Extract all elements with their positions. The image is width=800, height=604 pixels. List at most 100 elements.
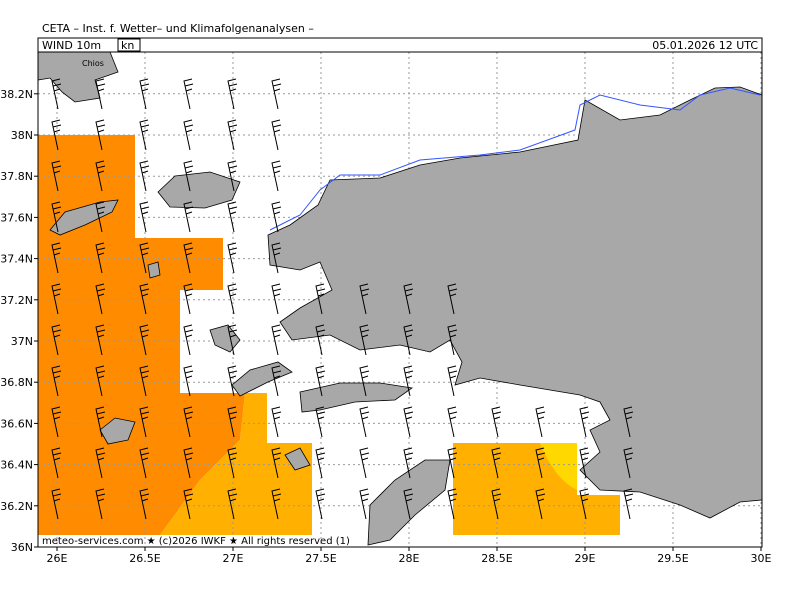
- unit-box: [117, 38, 141, 52]
- lat-label: 36.8N: [0, 376, 33, 389]
- wind-barb: [139, 160, 150, 192]
- wind-barb: [315, 324, 326, 356]
- wind-barb: [95, 283, 106, 315]
- wind-barb: [139, 365, 150, 397]
- lat-label: 38N: [11, 129, 33, 142]
- wind-barb: [139, 447, 150, 479]
- lat-label: 37.8N: [0, 170, 33, 183]
- wind-barb: [227, 406, 238, 438]
- wind-barb: [315, 283, 326, 315]
- wind-barb: [51, 488, 62, 520]
- wind-barb: [227, 365, 238, 397]
- wind-barb: [623, 447, 634, 479]
- place-label: Chios: [82, 59, 104, 68]
- wind-barb: [579, 447, 590, 479]
- wind-barb: [491, 447, 502, 479]
- wind-barb: [227, 283, 238, 315]
- wind-barb: [315, 365, 326, 397]
- wind-barb: [447, 365, 458, 397]
- wind-barb: [51, 242, 62, 274]
- wind-barb: [51, 365, 62, 397]
- wind-barb: [139, 78, 150, 110]
- wind-barb: [491, 488, 502, 520]
- wind-barb: [183, 283, 194, 315]
- wind-barb: [491, 406, 502, 438]
- lon-label: 27E: [223, 552, 244, 565]
- wind-barb: [579, 488, 590, 520]
- river: [269, 87, 761, 231]
- island: [99, 417, 136, 445]
- wind-barb: [227, 447, 238, 479]
- wind-barb: [403, 365, 414, 397]
- wind-barb: [535, 488, 546, 520]
- wind-barb: [535, 406, 546, 438]
- lat-label: 36N: [11, 541, 33, 554]
- wind-barb: [271, 406, 282, 438]
- wind-barb: [359, 324, 370, 356]
- lon-label: 26E: [47, 552, 68, 565]
- wind-barb: [139, 406, 150, 438]
- wind-barb: [271, 201, 282, 233]
- header-title: CETA – Inst. f. Wetter– und Klimafolgena…: [42, 22, 314, 35]
- wind-barb: [227, 324, 238, 356]
- lat-label: 37.6N: [0, 211, 33, 224]
- wind-barb: [227, 160, 238, 192]
- lon-label: 26.5E: [129, 552, 160, 565]
- lat-label: 37.4N: [0, 253, 33, 266]
- wind-barb: [227, 119, 238, 151]
- wind-barb: [51, 283, 62, 315]
- island: [367, 459, 451, 546]
- wind-barb: [183, 365, 194, 397]
- wind-barb: [183, 324, 194, 356]
- wind-barb: [183, 160, 194, 192]
- wind-barb: [51, 160, 62, 192]
- wind-barb: [183, 78, 194, 110]
- wind-barb: [535, 447, 546, 479]
- wind-barb: [51, 406, 62, 438]
- lat-label: 36.2N: [0, 500, 33, 513]
- wind-barb: [183, 488, 194, 520]
- wind-barb: [271, 488, 282, 520]
- map-body: Chios: [37, 51, 763, 548]
- wind-barb: [95, 119, 106, 151]
- lat-label: 36.4N: [0, 459, 33, 472]
- wind-barb: [51, 119, 62, 151]
- wind-barb: [359, 406, 370, 438]
- lat-label: 37.2N: [0, 294, 33, 307]
- island: [37, 51, 119, 103]
- unit-label: kn: [121, 39, 134, 52]
- wind-barb: [95, 406, 106, 438]
- wind-barb: [315, 488, 326, 520]
- wind-barb: [271, 283, 282, 315]
- lon-label: 27.5E: [305, 552, 336, 565]
- wind-barb: [139, 201, 150, 233]
- wind-barb: [623, 488, 634, 520]
- wind-barb: [447, 406, 458, 438]
- lat-label: 36.6N: [0, 417, 33, 430]
- lon-label: 28.5E: [481, 552, 512, 565]
- wind-barb: [447, 324, 458, 356]
- wind-barb: [271, 119, 282, 151]
- wind-barb: [183, 201, 194, 233]
- wind-barb: [227, 242, 238, 274]
- wind-barb: [51, 201, 62, 233]
- wind-barb: [403, 488, 414, 520]
- wind-barb: [227, 78, 238, 110]
- wind-barb: [359, 365, 370, 397]
- wind-barb: [315, 406, 326, 438]
- island: [147, 261, 161, 279]
- wind-barb: [95, 324, 106, 356]
- wind-barb: [579, 406, 590, 438]
- island: [157, 171, 241, 209]
- island: [49, 199, 119, 236]
- wind-barb: [139, 283, 150, 315]
- wind-barb: [403, 406, 414, 438]
- field-label: WIND 10m: [42, 39, 101, 52]
- wind-barb: [51, 78, 62, 110]
- wind-barb: [271, 365, 282, 397]
- wind-barb: [271, 324, 282, 356]
- wind-barb: [359, 488, 370, 520]
- wind-barb: [315, 447, 326, 479]
- island: [231, 361, 293, 397]
